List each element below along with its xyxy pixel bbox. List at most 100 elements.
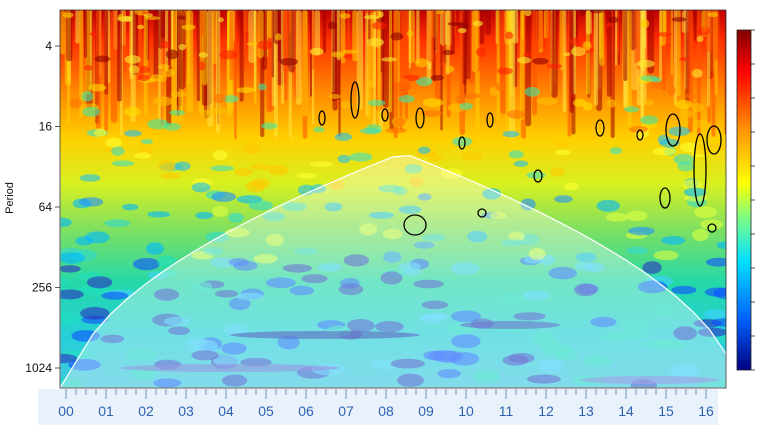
power-streak (248, 10, 256, 64)
colorbar-ticks (751, 29, 755, 371)
power-blob (422, 98, 444, 107)
power-streak (60, 10, 65, 55)
power-blob (404, 164, 423, 174)
x-tick-label: 12 (538, 403, 554, 419)
power-blob (342, 49, 359, 54)
power-streak (575, 10, 579, 43)
x-tick-label: 09 (418, 403, 434, 419)
power-streak (257, 10, 264, 59)
power-blob (708, 143, 726, 152)
power-blob (505, 31, 514, 40)
power-blob (653, 250, 679, 261)
power-blob (158, 74, 167, 83)
power-streak (408, 10, 412, 69)
x-tick-label: 07 (338, 403, 354, 419)
power-blob (417, 193, 432, 201)
significance-contour (693, 133, 707, 207)
power-blob (60, 252, 85, 264)
power-blob (380, 271, 403, 285)
power-blob (367, 99, 386, 107)
power-streak (443, 10, 446, 74)
power-blob (459, 102, 473, 110)
power-streak (171, 10, 174, 54)
power-blob (124, 130, 142, 137)
power-blob (324, 202, 343, 212)
power-blob (691, 68, 703, 78)
power-blob (642, 261, 662, 274)
power-blob (221, 342, 247, 355)
power-streak (509, 10, 516, 139)
power-streak (694, 10, 697, 41)
power-blob (385, 127, 407, 134)
power-blob (716, 241, 726, 250)
power-blob (678, 57, 691, 62)
power-blob (431, 133, 453, 141)
power-blob (368, 211, 395, 219)
power-blob (195, 211, 213, 220)
power-blob (219, 50, 238, 60)
power-streak (402, 10, 406, 100)
y-tick-label: 256 (32, 281, 52, 295)
power-streak (676, 10, 681, 97)
power-blob (608, 16, 620, 23)
power-blob (246, 42, 260, 47)
power-blob (60, 265, 81, 273)
power-blob (394, 117, 406, 127)
power-blob (212, 149, 228, 161)
power-streak (593, 10, 599, 106)
power-streak (416, 10, 420, 64)
power-blob (677, 117, 689, 126)
power-blob (265, 277, 296, 289)
power-streak (479, 10, 485, 45)
power-streak (302, 10, 308, 117)
power-blob (548, 266, 578, 280)
significance-contour (403, 214, 427, 236)
power-streak (599, 10, 605, 66)
power-blob (467, 230, 488, 243)
power-blob (359, 127, 382, 135)
power-blob (141, 138, 154, 145)
power-blob (363, 15, 380, 20)
power-blob (536, 97, 558, 106)
power-blob (169, 110, 186, 116)
power-blob (243, 142, 261, 155)
y-tick-label: 4 (45, 39, 52, 53)
power-streak (451, 10, 455, 55)
power-blob (692, 119, 709, 128)
power-blob (301, 274, 328, 284)
power-blob (678, 109, 694, 119)
power-blob (178, 44, 187, 51)
power-blob (711, 318, 726, 327)
power-blob (640, 115, 659, 125)
power-blob (564, 182, 579, 191)
power-blob (223, 324, 248, 335)
power-blob (472, 20, 484, 27)
power-blob (693, 147, 712, 155)
power-streak (79, 10, 84, 118)
power-streak (234, 10, 237, 140)
power-blob (161, 68, 175, 78)
power-blob (667, 85, 676, 96)
power-blob (374, 321, 404, 333)
power-blob (128, 65, 140, 74)
power-blob (104, 219, 131, 228)
power-blob (605, 212, 629, 222)
power-blob (190, 339, 219, 354)
power-blob (174, 161, 191, 171)
power-blob (691, 102, 704, 113)
power-blob (289, 285, 315, 296)
power-streak (95, 10, 102, 129)
power-blob (508, 150, 524, 159)
power-blob (153, 378, 182, 388)
power-blob (683, 194, 708, 202)
power-blob (546, 63, 563, 69)
power-blob (390, 32, 403, 41)
significance-contour (486, 112, 494, 128)
power-blob (651, 305, 675, 317)
power-blob (250, 164, 274, 170)
power-blob (382, 228, 403, 240)
power-blob (334, 132, 353, 142)
power-blob (428, 153, 442, 162)
power-blob (628, 226, 655, 236)
power-blob (679, 142, 697, 153)
